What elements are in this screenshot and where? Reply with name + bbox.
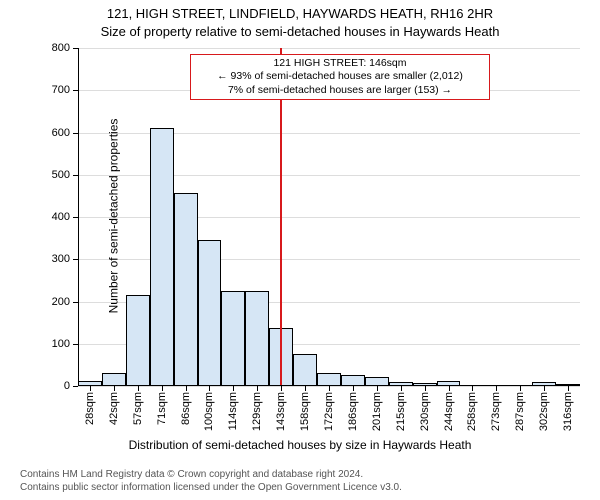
gridline xyxy=(78,48,580,49)
x-tick-mark xyxy=(209,386,210,391)
x-tick-label: 244sqm xyxy=(443,392,455,431)
x-tick-mark xyxy=(114,386,115,391)
x-tick-label: 42sqm xyxy=(108,392,120,425)
y-tick-label: 600 xyxy=(52,127,70,139)
x-tick-mark xyxy=(281,386,282,391)
plot-area: 010020030040050060070080028sqm42sqm57sqm… xyxy=(78,48,580,386)
x-tick-mark xyxy=(401,386,402,391)
x-tick-mark xyxy=(472,386,473,391)
x-tick-mark xyxy=(233,386,234,391)
x-tick-label: 57sqm xyxy=(132,392,144,425)
x-tick-mark xyxy=(257,386,258,391)
chart-title-line1: 121, HIGH STREET, LINDFIELD, HAYWARDS HE… xyxy=(0,6,600,21)
y-tick-mark xyxy=(73,386,78,387)
x-tick-mark xyxy=(305,386,306,391)
y-tick-label: 700 xyxy=(52,84,70,96)
histogram-bar xyxy=(126,295,150,386)
x-tick-mark xyxy=(496,386,497,391)
x-tick-label: 273sqm xyxy=(490,392,502,431)
y-tick-label: 500 xyxy=(52,169,70,181)
footer-line2: Contains public sector information licen… xyxy=(20,481,402,494)
y-tick-label: 0 xyxy=(64,380,70,392)
histogram-bar xyxy=(245,291,269,386)
y-axis-line xyxy=(78,48,79,386)
y-tick-label: 300 xyxy=(52,253,70,265)
x-tick-label: 215sqm xyxy=(395,392,407,431)
x-tick-label: 287sqm xyxy=(514,392,526,431)
histogram-bar xyxy=(198,240,222,386)
x-tick-label: 129sqm xyxy=(251,392,263,431)
y-tick-label: 800 xyxy=(52,42,70,54)
x-tick-mark xyxy=(90,386,91,391)
x-tick-label: 71sqm xyxy=(156,392,168,425)
x-tick-label: 143sqm xyxy=(275,392,287,431)
footer-attribution: Contains HM Land Registry data © Crown c… xyxy=(20,468,402,494)
x-axis-label: Distribution of semi-detached houses by … xyxy=(0,438,600,452)
x-tick-mark xyxy=(353,386,354,391)
histogram-bar xyxy=(174,193,198,387)
x-tick-label: 186sqm xyxy=(347,392,359,431)
y-axis-label: Number of semi-detached properties xyxy=(106,119,120,314)
y-tick-label: 200 xyxy=(52,296,70,308)
x-tick-label: 316sqm xyxy=(562,392,574,431)
x-tick-mark xyxy=(138,386,139,391)
x-tick-mark xyxy=(449,386,450,391)
histogram-bar xyxy=(150,128,174,386)
x-tick-mark xyxy=(377,386,378,391)
annotation-line1: 121 HIGH STREET: 146sqm xyxy=(197,57,483,70)
x-axis-line xyxy=(78,385,580,386)
x-tick-mark xyxy=(329,386,330,391)
x-tick-label: 28sqm xyxy=(84,392,96,425)
x-tick-label: 302sqm xyxy=(538,392,550,431)
x-tick-mark xyxy=(520,386,521,391)
x-tick-mark xyxy=(425,386,426,391)
histogram-bar xyxy=(221,291,245,386)
annotation-box: 121 HIGH STREET: 146sqm← 93% of semi-det… xyxy=(190,54,490,99)
x-tick-mark xyxy=(544,386,545,391)
y-tick-label: 400 xyxy=(52,211,70,223)
x-tick-label: 230sqm xyxy=(419,392,431,431)
x-tick-label: 258sqm xyxy=(466,392,478,431)
x-tick-mark xyxy=(162,386,163,391)
x-tick-label: 172sqm xyxy=(323,392,335,431)
x-tick-label: 100sqm xyxy=(203,392,215,431)
x-tick-mark xyxy=(186,386,187,391)
x-tick-label: 201sqm xyxy=(371,392,383,431)
y-tick-label: 100 xyxy=(52,338,70,350)
x-tick-label: 114sqm xyxy=(227,392,239,430)
footer-line1: Contains HM Land Registry data © Crown c… xyxy=(20,468,402,481)
annotation-line2: ← 93% of semi-detached houses are smalle… xyxy=(197,70,483,83)
x-tick-mark xyxy=(568,386,569,391)
x-tick-label: 158sqm xyxy=(299,392,311,431)
chart-title-line2: Size of property relative to semi-detach… xyxy=(0,24,600,39)
annotation-line3: 7% of semi-detached houses are larger (1… xyxy=(197,84,483,97)
histogram-bar xyxy=(293,354,317,386)
x-tick-label: 86sqm xyxy=(180,392,192,425)
